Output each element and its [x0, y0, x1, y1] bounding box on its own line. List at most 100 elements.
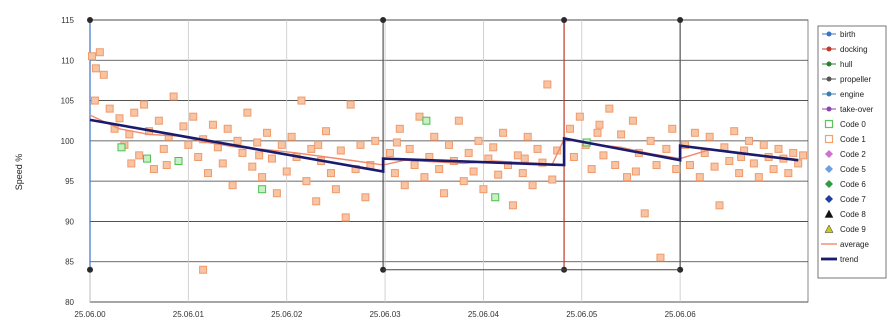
code0-point	[422, 116, 431, 125]
code1-point	[685, 161, 694, 170]
legend-label: Code 8	[840, 210, 866, 219]
code1-point	[769, 165, 778, 174]
y-tick-label: 100	[61, 137, 75, 146]
code1-point	[272, 189, 281, 198]
code1-point	[725, 157, 734, 165]
code1-point	[267, 154, 276, 163]
code1-point	[469, 167, 478, 176]
event-marker-top	[561, 17, 568, 23]
y-tick-label: 105	[61, 97, 75, 106]
code1-point	[127, 159, 136, 168]
code1-point	[799, 151, 808, 160]
code1-point	[361, 193, 370, 202]
code1-point	[243, 108, 252, 117]
code1-point	[605, 104, 614, 113]
code1-point	[735, 169, 744, 178]
x-tick-label: 25.06.03	[369, 310, 401, 319]
legend-swatch	[825, 180, 833, 188]
trend-line	[89, 118, 799, 174]
code1-point	[543, 80, 552, 89]
code1-point	[255, 151, 264, 160]
code1-point	[135, 151, 144, 160]
legend-item-propeller: propeller	[822, 75, 871, 84]
legend-item-take-over: take-over	[822, 105, 874, 114]
code1-point	[646, 136, 655, 145]
code1-point	[199, 265, 208, 274]
code1-point	[395, 124, 404, 133]
code1-point	[715, 201, 724, 210]
y-tick-label: 85	[65, 258, 74, 267]
y-tick-label: 115	[61, 16, 74, 25]
event-marker-top	[87, 17, 93, 23]
code1-point	[435, 165, 444, 174]
code1-point	[611, 161, 620, 170]
legend-swatch-dot	[826, 91, 832, 97]
code1-point	[228, 181, 237, 190]
legend-item-engine: engine	[822, 90, 865, 99]
code1-point	[95, 48, 104, 57]
legend-swatch-dot	[826, 46, 832, 52]
code1-point	[149, 165, 158, 174]
code1-point	[90, 96, 99, 105]
event-marker-top	[380, 17, 387, 23]
code1-point	[331, 185, 340, 194]
code1-point	[140, 100, 149, 109]
legend-swatch	[825, 165, 833, 173]
code1-point	[640, 209, 649, 218]
code1-point	[233, 136, 242, 145]
legend-label: Code 2	[840, 150, 866, 159]
code1-point	[385, 148, 394, 157]
code1-point	[565, 124, 574, 133]
code1-point	[194, 152, 203, 161]
code1-point	[474, 136, 483, 145]
code0-point	[491, 193, 500, 202]
legend-label: propeller	[840, 75, 871, 84]
legend-label: average	[840, 240, 869, 249]
axes: 80 85 90 95 100 105 110 115 25.06.00 25.06.01 25.0…	[61, 16, 697, 319]
x-tick-label: 25.06.05	[566, 310, 598, 319]
code1-point	[125, 130, 134, 139]
code1-point	[154, 116, 163, 125]
code1-point	[223, 124, 232, 133]
code1-point	[392, 138, 401, 147]
code1-point	[569, 152, 578, 161]
code1-point	[593, 128, 602, 137]
code1-point	[87, 52, 96, 61]
code1-point	[754, 173, 763, 182]
legend-label: Code 1	[840, 135, 866, 144]
legend-label: Code 5	[840, 165, 866, 174]
code1-point	[710, 162, 719, 171]
code1-point	[341, 213, 350, 222]
legend: birth docking hull propeller engine take-over…	[817, 25, 887, 279]
code1-point	[326, 169, 335, 178]
code1-point	[774, 144, 783, 153]
code1-point	[130, 108, 139, 117]
code1-point	[690, 128, 699, 137]
code1-point	[314, 140, 323, 149]
code1-point	[322, 127, 331, 136]
legend-item-hull: hull	[822, 60, 853, 69]
code1-point	[204, 169, 213, 178]
legend-label: take-over	[840, 105, 874, 114]
code1-point	[356, 140, 365, 149]
legend-label: docking	[840, 45, 868, 54]
code1-point	[695, 173, 704, 182]
code1-point	[749, 159, 758, 168]
code1-point	[159, 144, 168, 153]
code1-point	[599, 151, 608, 160]
code1-point	[405, 144, 414, 153]
legend-label: Code 7	[840, 195, 866, 204]
average-line	[89, 114, 799, 166]
legend-item-code-2: Code 2	[825, 150, 866, 159]
code1-point	[489, 143, 498, 152]
code1-point	[263, 128, 272, 137]
legend-item-trend: trend	[821, 255, 858, 264]
code1-point	[420, 173, 429, 182]
legend-item-code-9: Code 9	[824, 224, 866, 234]
legend-swatch	[824, 209, 834, 218]
code1-point	[277, 140, 286, 149]
code1-point	[445, 140, 453, 149]
code1-point	[595, 120, 604, 129]
code1-point	[410, 161, 419, 170]
